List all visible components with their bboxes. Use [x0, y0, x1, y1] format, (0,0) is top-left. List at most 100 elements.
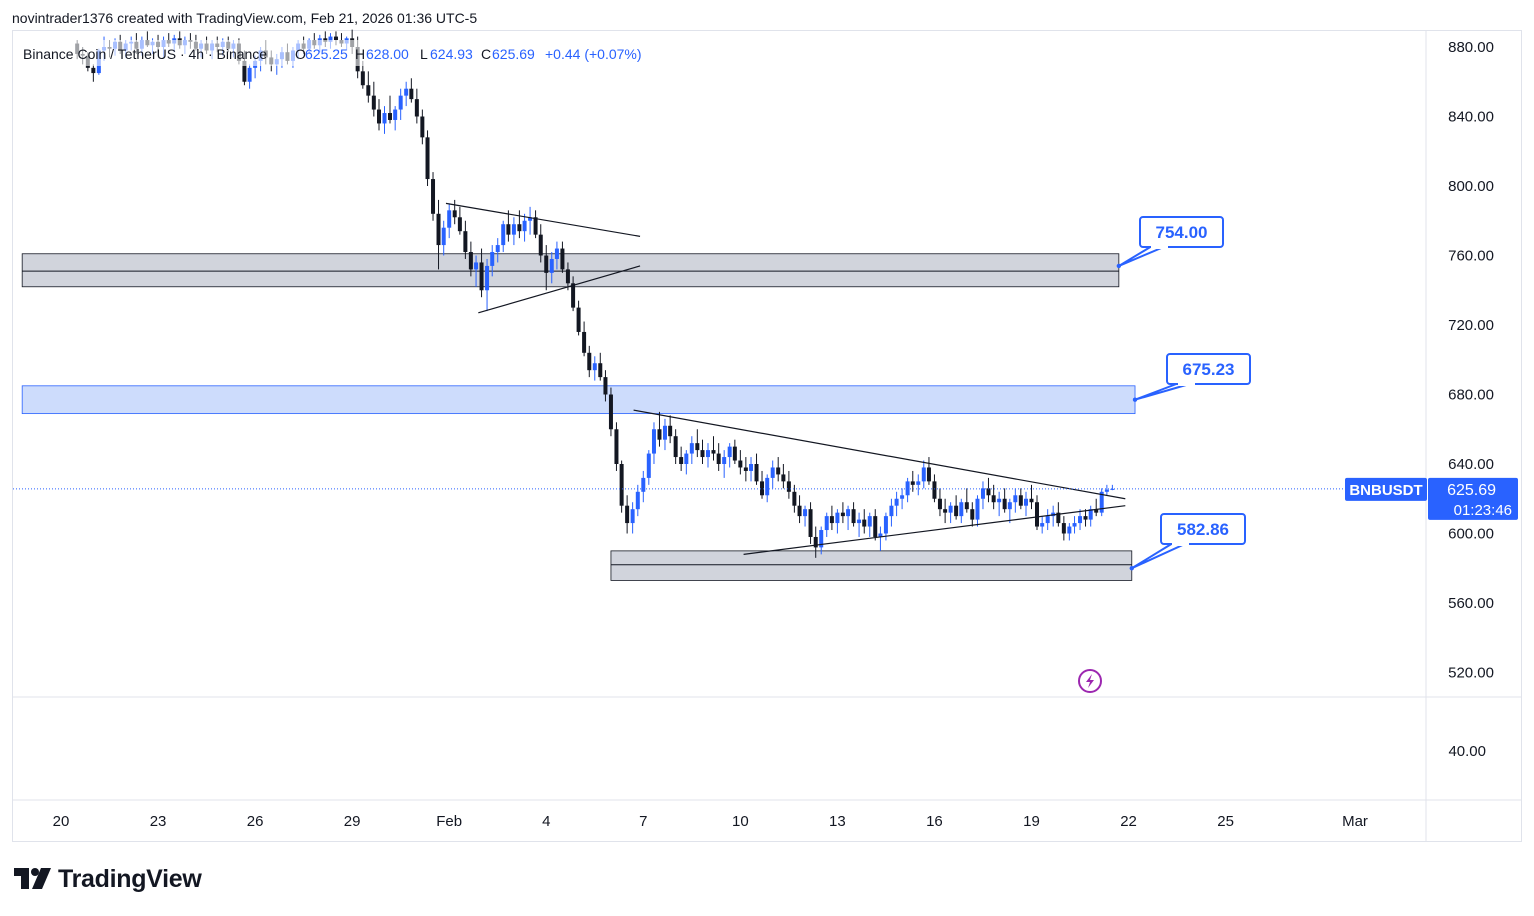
- supply-zone-blue[interactable]: [21, 385, 1136, 415]
- time-tick-label[interactable]: 13: [829, 813, 846, 830]
- candle[interactable]: [425, 130, 430, 186]
- last-price-badge[interactable]: 625.69 01:23:46: [1428, 477, 1518, 520]
- symbol-badge[interactable]: BNBUSDT: [1345, 477, 1427, 501]
- candle[interactable]: [786, 470, 791, 499]
- time-tick-label[interactable]: 10: [732, 813, 749, 830]
- candle[interactable]: [651, 422, 656, 464]
- candle[interactable]: [91, 64, 96, 82]
- candle[interactable]: [501, 220, 506, 253]
- candle[interactable]: [689, 436, 694, 464]
- candle[interactable]: [1072, 516, 1077, 534]
- candle[interactable]: [641, 470, 646, 503]
- candle[interactable]: [668, 415, 673, 444]
- candle[interactable]: [894, 491, 899, 517]
- candle[interactable]: [511, 217, 516, 246]
- candle[interactable]: [506, 210, 511, 242]
- candle[interactable]: [393, 106, 398, 131]
- candle[interactable]: [377, 99, 382, 131]
- candle[interactable]: [792, 484, 797, 513]
- candle[interactable]: [781, 464, 786, 489]
- price-tick-label[interactable]: 880.00: [1448, 39, 1494, 56]
- candle[interactable]: [247, 64, 252, 89]
- candle[interactable]: [457, 206, 462, 235]
- candle[interactable]: [1007, 498, 1012, 524]
- candle[interactable]: [1088, 505, 1093, 527]
- candle[interactable]: [625, 495, 630, 534]
- candle[interactable]: [614, 422, 619, 471]
- time-tick-label[interactable]: 4: [542, 813, 550, 830]
- price-callout[interactable]: 754.00: [1116, 216, 1224, 269]
- supply-zone-gray-upper[interactable]: [21, 253, 1120, 288]
- candle[interactable]: [485, 258, 490, 312]
- candle[interactable]: [1045, 509, 1050, 531]
- price-callout[interactable]: 582.86: [1129, 513, 1246, 571]
- demand-zone-gray-lower[interactable]: [610, 550, 1133, 581]
- time-tick-label[interactable]: Feb: [436, 813, 462, 830]
- candle[interactable]: [964, 488, 969, 513]
- candle[interactable]: [398, 88, 403, 120]
- candle[interactable]: [991, 484, 996, 510]
- price-callout[interactable]: 675.23: [1132, 353, 1251, 402]
- candle[interactable]: [878, 526, 883, 551]
- triangle-lower-line[interactable]: [743, 505, 1126, 555]
- candle[interactable]: [754, 453, 759, 485]
- candle[interactable]: [571, 276, 576, 312]
- candle[interactable]: [706, 443, 710, 468]
- candle[interactable]: [382, 106, 387, 134]
- candle[interactable]: [474, 255, 479, 287]
- price-tick-label[interactable]: 720.00: [1448, 317, 1494, 334]
- candle[interactable]: [770, 460, 775, 489]
- candle[interactable]: [980, 481, 985, 510]
- candle[interactable]: [1083, 509, 1088, 527]
- candle[interactable]: [846, 505, 851, 531]
- candle[interactable]: [1024, 491, 1029, 517]
- candle[interactable]: [1034, 495, 1039, 531]
- candle[interactable]: [727, 443, 732, 468]
- candle[interactable]: [592, 356, 597, 381]
- candle[interactable]: [646, 450, 651, 485]
- candle[interactable]: [1104, 484, 1109, 496]
- candle[interactable]: [598, 352, 603, 381]
- candle[interactable]: [835, 509, 840, 534]
- candle[interactable]: [1061, 516, 1066, 541]
- candle[interactable]: [732, 439, 737, 464]
- candle[interactable]: [851, 502, 856, 527]
- candle[interactable]: [760, 470, 765, 499]
- price-tick-label[interactable]: 600.00: [1448, 526, 1494, 543]
- price-tick-label[interactable]: 520.00: [1448, 665, 1494, 682]
- candle[interactable]: [722, 450, 727, 478]
- time-tick-label[interactable]: 26: [247, 813, 264, 830]
- candle[interactable]: [840, 502, 845, 524]
- candle[interactable]: [635, 484, 640, 517]
- lightning-icon[interactable]: [1078, 669, 1102, 693]
- candle[interactable]: [711, 436, 716, 461]
- time-tick-label[interactable]: 25: [1217, 813, 1234, 830]
- candle[interactable]: [716, 443, 721, 471]
- candle[interactable]: [404, 81, 409, 107]
- candle[interactable]: [1067, 523, 1072, 541]
- candle[interactable]: [954, 495, 959, 520]
- candle[interactable]: [797, 495, 802, 524]
- candle[interactable]: [549, 252, 554, 284]
- candle[interactable]: [603, 370, 608, 402]
- candle[interactable]: [1094, 498, 1099, 517]
- candle[interactable]: [452, 199, 457, 225]
- time-tick-label[interactable]: 20: [53, 813, 70, 830]
- candle[interactable]: [560, 241, 565, 273]
- candle[interactable]: [436, 199, 441, 270]
- time-tick-label[interactable]: Mar: [1342, 813, 1368, 830]
- flag-lower-line[interactable]: [478, 265, 641, 314]
- candle[interactable]: [657, 411, 662, 447]
- candle[interactable]: [479, 248, 484, 298]
- price-tick-label[interactable]: 760.00: [1448, 248, 1494, 265]
- candle[interactable]: [490, 245, 495, 277]
- candle[interactable]: [441, 220, 446, 256]
- chart-frame[interactable]: [12, 30, 1522, 842]
- candle[interactable]: [975, 495, 980, 527]
- time-tick-label[interactable]: 23: [150, 813, 167, 830]
- candle[interactable]: [867, 512, 872, 537]
- candle[interactable]: [409, 78, 414, 103]
- candle[interactable]: [765, 474, 770, 503]
- candle[interactable]: [662, 418, 667, 451]
- time-tick-label[interactable]: 22: [1120, 813, 1137, 830]
